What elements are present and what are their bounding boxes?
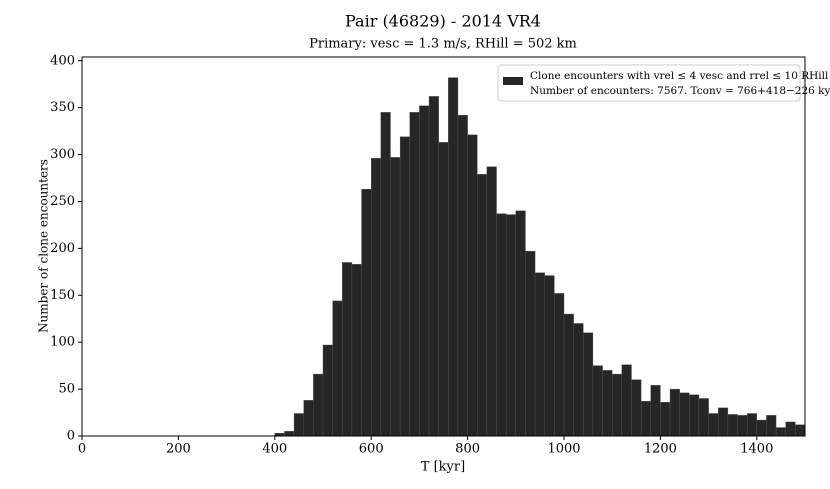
y-tick-label: 200 bbox=[50, 241, 75, 256]
y-tick-label: 50 bbox=[58, 382, 75, 397]
bar bbox=[525, 250, 536, 437]
x-tick-label: 800 bbox=[455, 442, 480, 457]
y-tick-label: 100 bbox=[50, 335, 75, 350]
bar bbox=[409, 112, 420, 437]
bar bbox=[602, 370, 613, 437]
bar bbox=[737, 415, 748, 437]
x-tick-label: 600 bbox=[359, 442, 384, 457]
bar bbox=[640, 401, 651, 437]
bar bbox=[544, 275, 555, 437]
bar bbox=[380, 112, 391, 437]
y-tick-label: 350 bbox=[50, 100, 75, 115]
bar bbox=[505, 214, 517, 437]
bar bbox=[438, 142, 449, 437]
legend-note: Number of encounters: 7567. Tconv = 766+… bbox=[530, 85, 830, 97]
legend-box bbox=[497, 64, 801, 102]
bar bbox=[457, 114, 468, 437]
bar bbox=[621, 364, 632, 437]
bar bbox=[718, 407, 729, 437]
bar bbox=[371, 158, 382, 437]
bar bbox=[467, 134, 478, 437]
bar bbox=[583, 332, 594, 437]
bar bbox=[303, 400, 314, 437]
bar bbox=[679, 392, 690, 437]
bar bbox=[660, 402, 671, 437]
bar bbox=[361, 189, 372, 437]
bar bbox=[313, 373, 324, 437]
y-tick-label: 0 bbox=[67, 429, 75, 444]
bar bbox=[785, 421, 796, 437]
bar bbox=[419, 105, 430, 437]
bar bbox=[669, 388, 680, 437]
bar bbox=[293, 413, 304, 437]
chart-subtitle: Primary: vesc = 1.3 m/s, RHill = 502 km bbox=[309, 37, 577, 52]
y-tick-label: 150 bbox=[50, 288, 75, 303]
bar bbox=[332, 300, 343, 437]
plot-frame bbox=[81, 56, 806, 437]
x-tick-label: 0 bbox=[78, 442, 86, 457]
y-tick-label: 300 bbox=[50, 147, 75, 162]
legend-swatch bbox=[503, 77, 523, 85]
bar bbox=[448, 77, 459, 437]
y-tick-label: 250 bbox=[50, 194, 75, 209]
bar bbox=[563, 313, 574, 437]
x-tick-label: 200 bbox=[166, 442, 191, 457]
bar bbox=[650, 385, 661, 437]
bar bbox=[486, 166, 497, 437]
x-tick-label: 400 bbox=[262, 442, 287, 457]
bar bbox=[351, 264, 362, 437]
bar bbox=[592, 365, 603, 437]
bar bbox=[612, 373, 623, 437]
bar bbox=[573, 323, 584, 437]
bar bbox=[746, 413, 757, 437]
x-tick-label: 1400 bbox=[740, 442, 773, 457]
bar bbox=[399, 136, 410, 437]
x-tick-label: 1000 bbox=[547, 442, 580, 457]
bar bbox=[631, 379, 642, 437]
chart-title: Pair (46829) - 2014 VR4 bbox=[345, 12, 541, 31]
y-tick-label: 400 bbox=[50, 53, 75, 68]
bar bbox=[428, 96, 439, 437]
bar bbox=[554, 293, 565, 437]
bar bbox=[698, 398, 709, 437]
bar bbox=[342, 262, 353, 437]
x-axis-label: T [kyr] bbox=[421, 460, 465, 475]
bar bbox=[284, 431, 295, 437]
bar bbox=[496, 213, 507, 437]
bar bbox=[795, 424, 806, 437]
bar bbox=[322, 344, 333, 437]
bar bbox=[689, 394, 700, 437]
x-tick-label: 1200 bbox=[644, 442, 677, 457]
bar bbox=[775, 427, 786, 437]
bar bbox=[756, 419, 767, 437]
bar bbox=[515, 210, 526, 437]
bar bbox=[766, 415, 777, 437]
bar bbox=[708, 413, 719, 437]
bar bbox=[477, 174, 488, 437]
bar bbox=[727, 414, 738, 437]
bar bbox=[534, 272, 545, 437]
legend-label: Clone encounters with vrel ≤ 4 vesc and … bbox=[530, 70, 829, 82]
bar bbox=[390, 157, 401, 437]
y-axis-label: Number of clone encounters bbox=[37, 159, 51, 333]
